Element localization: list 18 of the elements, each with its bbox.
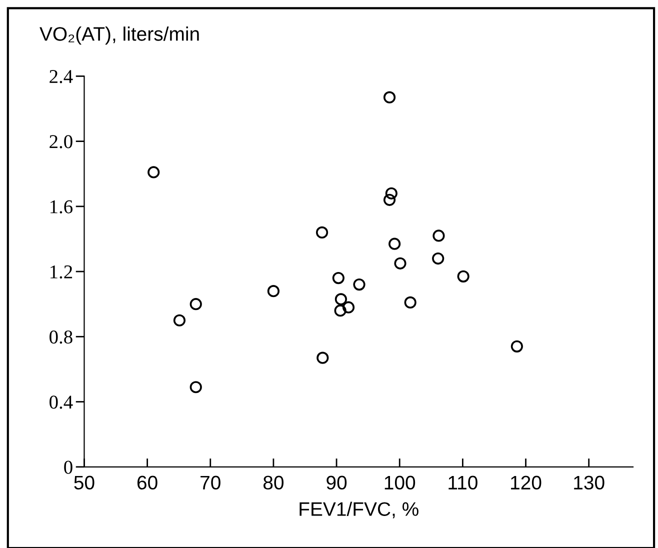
y-tick-label: 0.8 bbox=[50, 330, 72, 344]
x-axis-title: FEV1/FVC, % bbox=[300, 502, 418, 518]
y-tick-label: 0 bbox=[64, 460, 72, 474]
y-tick-label: 2.4 bbox=[50, 70, 73, 84]
x-tick-label: 60 bbox=[137, 476, 158, 490]
y-tick-label: 2.0 bbox=[50, 135, 72, 148]
y-tick-label: 1.6 bbox=[50, 200, 73, 214]
x-tick-label: 100 bbox=[384, 476, 416, 490]
x-tick-label: 110 bbox=[448, 476, 478, 490]
y-tick-label: 0.4 bbox=[50, 396, 73, 409]
x-tick-label: 90 bbox=[326, 476, 347, 490]
x-tick-label: 70 bbox=[200, 476, 220, 490]
x-tick-label: 80 bbox=[263, 476, 284, 490]
x-tick-label: 130 bbox=[574, 476, 604, 490]
y-axis-title: VO₂(AT), liters/min bbox=[40, 26, 199, 45]
x-tick-label: 120 bbox=[511, 476, 542, 490]
x-tick-label: 50 bbox=[74, 476, 94, 490]
y-tick-label: 1.2 bbox=[50, 265, 72, 279]
